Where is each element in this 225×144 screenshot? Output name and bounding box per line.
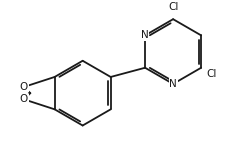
Text: O: O — [20, 82, 28, 92]
Text: N: N — [141, 30, 149, 40]
Text: Cl: Cl — [207, 69, 217, 79]
Text: N: N — [169, 79, 177, 89]
Text: Cl: Cl — [168, 2, 178, 12]
Text: O: O — [20, 94, 28, 104]
